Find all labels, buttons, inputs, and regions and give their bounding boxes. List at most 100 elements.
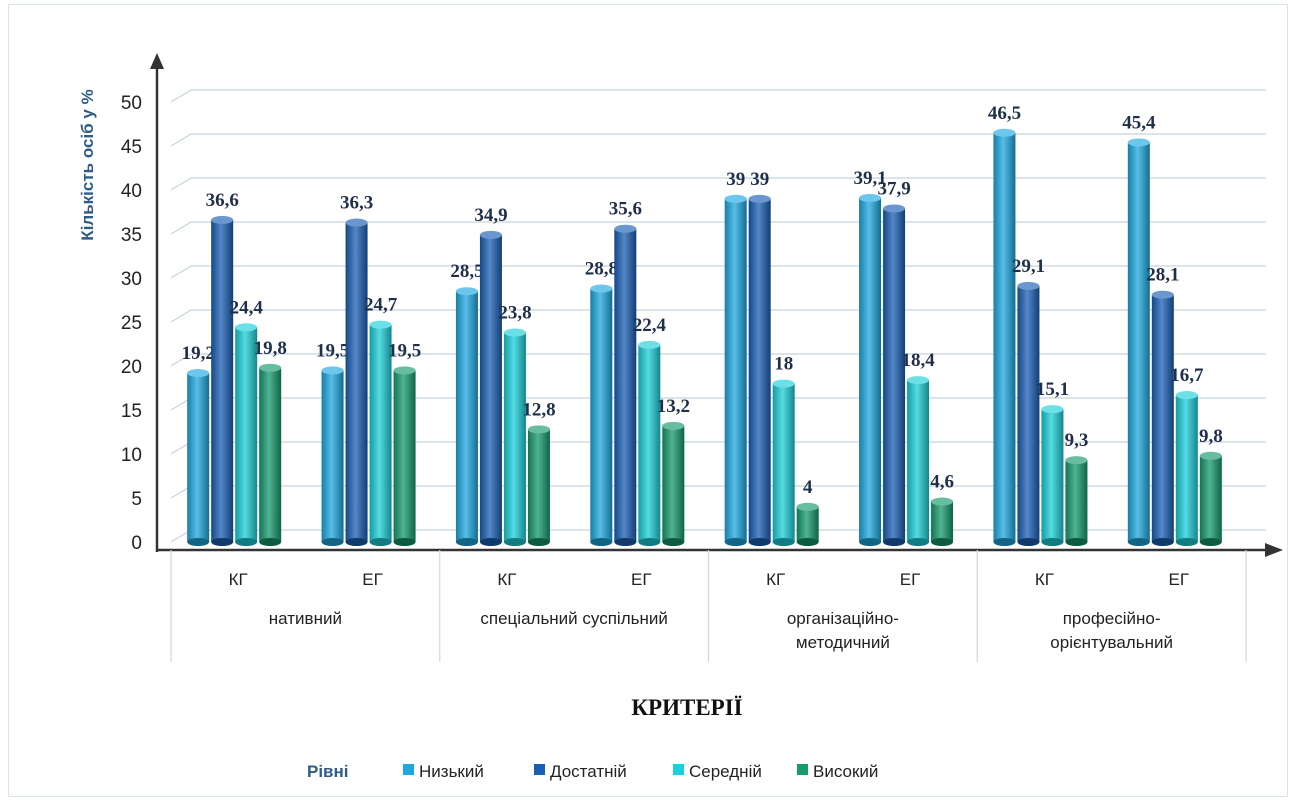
data-label: 19,2: [182, 343, 215, 364]
bar-base: [796, 538, 819, 546]
category-label: ЕГ: [1169, 570, 1190, 589]
bar-base: [638, 538, 661, 546]
data-label: 13,2: [657, 396, 690, 417]
bar-cap: [369, 320, 392, 329]
data-label: 19,8: [254, 338, 287, 359]
data-label: 37,9: [877, 178, 910, 199]
data-label: 4,6: [930, 472, 954, 493]
bar-base: [369, 538, 392, 546]
bar-cap: [883, 204, 906, 213]
bar-base: [859, 538, 882, 546]
legend-item-label: Низький: [419, 762, 484, 781]
bar-base: [1041, 538, 1064, 546]
data-label: 9,3: [1065, 430, 1089, 451]
group-label-line: спеціальний суспільний: [480, 609, 667, 628]
bar-base: [1017, 538, 1040, 546]
bar-Середній: [907, 380, 930, 542]
bar-Високий: [1065, 460, 1088, 542]
data-label: 39: [726, 169, 745, 190]
category-label: КГ: [1035, 570, 1054, 589]
gridline-depth: [170, 177, 192, 191]
bar-cap: [859, 193, 882, 202]
bar-base: [479, 538, 502, 546]
bar-cap: [1199, 451, 1222, 460]
data-label: 29,1: [1012, 256, 1045, 277]
bar-cap: [590, 284, 613, 293]
bar-base: [993, 538, 1016, 546]
data-label: 45,4: [1122, 112, 1156, 133]
bar-base: [345, 538, 368, 546]
data-label: 19,5: [388, 340, 421, 361]
y-tick-label: 45: [121, 137, 142, 158]
category-label: КГ: [229, 570, 248, 589]
bar-cap: [796, 502, 819, 511]
bar-base: [883, 538, 906, 546]
x-axis-arrow: [1265, 543, 1283, 557]
bar-cap: [235, 323, 258, 332]
group-label-line: організаційно-: [787, 609, 899, 628]
bar-Низький: [321, 370, 344, 542]
chart-frame: 0 5 10 15 20 25 30 35 40 45 50 19,2 36,6 24,4 19,8 19,5…: [8, 4, 1288, 797]
bar-cap: [1127, 138, 1150, 147]
gridline-depth: [170, 353, 192, 367]
y-tick-label: 35: [121, 225, 142, 246]
bar-Високий: [662, 425, 685, 542]
bar-cap: [748, 194, 771, 203]
y-tick-label: 15: [121, 401, 142, 422]
data-label: 12,8: [522, 399, 555, 420]
legend-title: Рівні: [307, 762, 349, 781]
group-label-line: професійно-: [1063, 609, 1161, 628]
data-label: 23,8: [498, 303, 531, 324]
bar-Достатній: [748, 198, 771, 543]
bar-base: [1175, 538, 1198, 546]
data-label: 24,7: [364, 295, 398, 316]
bar-Достатній: [211, 219, 234, 543]
data-label: 9,8: [1199, 426, 1223, 447]
bar-Середній: [638, 344, 661, 542]
bar-cap: [187, 369, 210, 378]
bar-Середній: [772, 383, 795, 542]
bar-cap: [931, 497, 954, 506]
data-label: 39,1: [853, 168, 886, 189]
bar-Високий: [796, 506, 819, 542]
bar-cap: [1017, 281, 1040, 290]
group-label-line: орієнтувальний: [1050, 633, 1173, 652]
bar-base: [455, 538, 478, 546]
bar-base: [1199, 538, 1222, 546]
category-label: ЕГ: [362, 570, 383, 589]
bar-Достатній: [1151, 294, 1174, 542]
bar-cap: [345, 218, 368, 227]
bar-base: [614, 538, 637, 546]
bar-cap: [503, 328, 526, 337]
data-label: 39: [750, 169, 769, 190]
bar-Високий: [931, 501, 954, 542]
bar-base: [1151, 538, 1174, 546]
category-label: КГ: [766, 570, 785, 589]
bar-base: [724, 538, 747, 546]
data-label: 46,5: [988, 103, 1021, 124]
bar-base: [662, 538, 685, 546]
bar-Високий: [393, 370, 416, 542]
y-tick-label: 25: [121, 313, 142, 334]
data-label: 34,9: [474, 205, 507, 226]
bar-Середній: [369, 324, 392, 542]
bar-Високий: [527, 429, 550, 542]
bar-cap: [455, 287, 478, 296]
group-label: організаційно-методичний: [787, 609, 899, 652]
gridline-depth: [170, 89, 192, 103]
legend-swatch: [403, 764, 414, 775]
legend-swatch: [797, 764, 808, 775]
bar-cap: [1151, 290, 1174, 299]
bar-Низький: [724, 198, 747, 543]
legend-swatch: [673, 764, 684, 775]
bar-Високий: [259, 367, 282, 542]
bar-base: [235, 538, 258, 546]
bar-Низький: [590, 288, 613, 542]
bar-base: [931, 538, 954, 546]
bar-cap: [1175, 391, 1198, 400]
bar-cap: [993, 128, 1016, 137]
bar-Достатній: [883, 208, 906, 543]
y-tick-label: 40: [121, 181, 142, 202]
bar-Достатній: [614, 228, 637, 542]
category-label: ЕГ: [900, 570, 921, 589]
